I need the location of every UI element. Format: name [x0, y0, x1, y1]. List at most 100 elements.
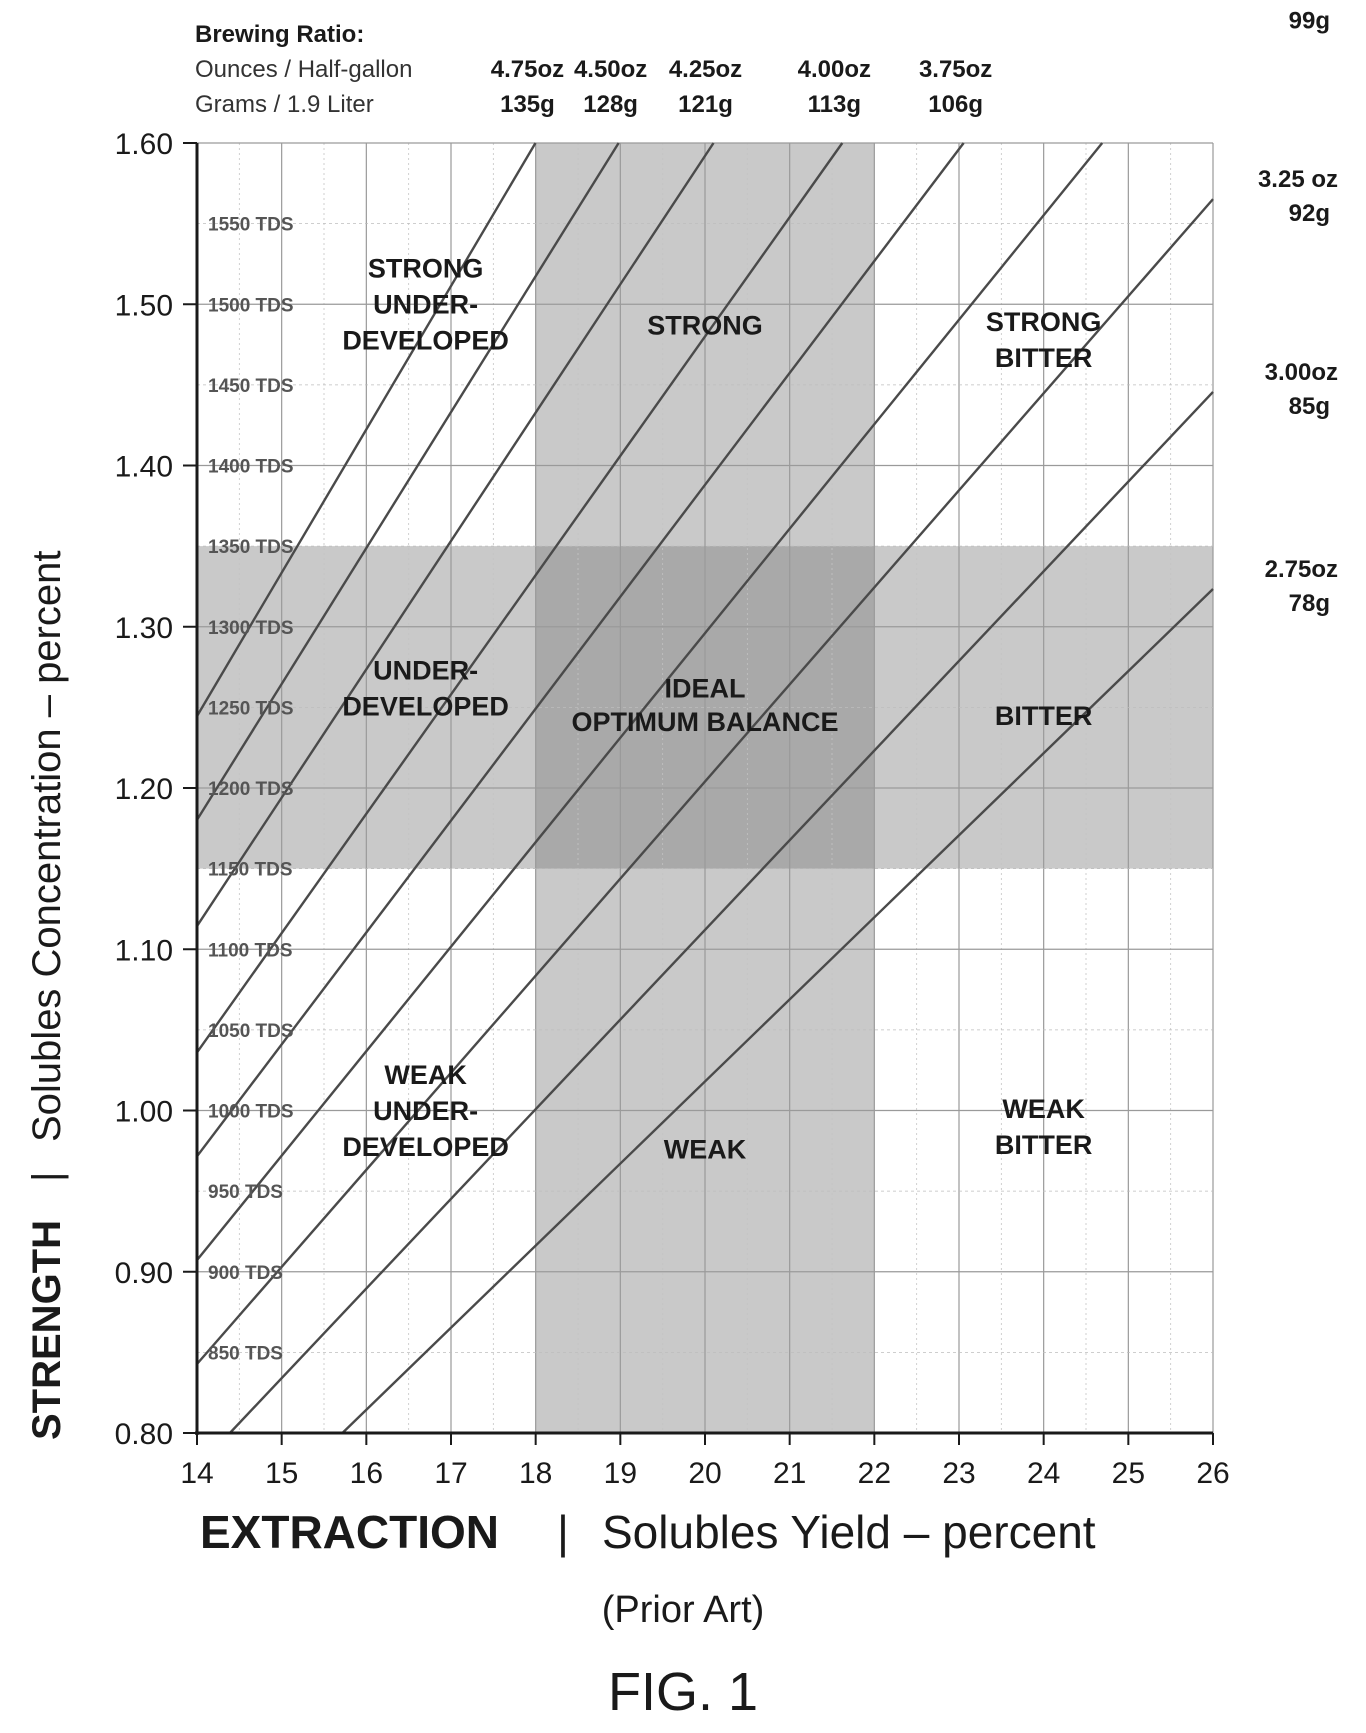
- region-label-weak-bitter: BITTER: [995, 1130, 1093, 1160]
- series-label-oz: 3.25 oz: [1258, 166, 1338, 193]
- series-label-oz: 4.25oz: [669, 56, 742, 83]
- series-label-oz: 4.00oz: [798, 56, 871, 83]
- y-tick-label: 1.30: [115, 612, 173, 645]
- series-label-grams: 121g: [678, 91, 733, 118]
- y-tick-label: 1.10: [115, 934, 173, 967]
- series-line-85g: [229, 391, 1214, 1434]
- x-tick-label: 14: [180, 1457, 213, 1490]
- x-tick-label: 22: [858, 1457, 891, 1490]
- series-label-grams: 92g: [1289, 200, 1330, 227]
- y-tick-label: 1.60: [115, 128, 173, 161]
- region-label-weak-underdeveloped: UNDER-: [373, 1096, 478, 1126]
- series-label-grams: 85g: [1289, 393, 1330, 420]
- tds-label: 1500 TDS: [208, 295, 294, 316]
- series-label-oz: 4.50oz: [574, 56, 647, 83]
- x-tick-label: 20: [688, 1457, 721, 1490]
- x-tick-label: 21: [773, 1457, 806, 1490]
- series-label-grams: 78g: [1289, 590, 1330, 617]
- x-axis-title-text: Solubles Yield – percent: [602, 1506, 1096, 1558]
- series-label-grams: 99g: [1289, 7, 1330, 34]
- region-label-strong-bitter: BITTER: [995, 343, 1093, 373]
- tds-label: 850 TDS: [208, 1343, 283, 1364]
- y-axis-title-separator: |: [25, 1172, 69, 1182]
- y-axis-title-text: Solubles Concentration – percent: [25, 551, 69, 1142]
- grams-row-label: Grams / 1.9 Liter: [195, 91, 374, 118]
- y-tick-label: 1.00: [115, 1096, 173, 1129]
- x-axis-title: EXTRACTION | Solubles Yield – percent: [200, 1506, 1096, 1558]
- tds-label: 1400 TDS: [208, 457, 294, 478]
- tds-label: 1000 TDS: [208, 1102, 294, 1123]
- x-tick-label: 26: [1196, 1457, 1229, 1490]
- x-tick-label: 24: [1027, 1457, 1060, 1490]
- x-tick-label: 18: [519, 1457, 552, 1490]
- series-line-135g: [195, 142, 537, 717]
- series-label-oz: 3.75oz: [919, 56, 992, 83]
- region-label-bitter: BITTER: [995, 701, 1093, 731]
- series-label-oz: 2.75oz: [1265, 556, 1338, 583]
- x-tick-label: 19: [604, 1457, 637, 1490]
- tds-label: 1450 TDS: [208, 376, 294, 397]
- y-tick-label: 1.20: [115, 773, 173, 806]
- x-tick-label: 15: [265, 1457, 298, 1490]
- region-label-underdeveloped: UNDER-: [373, 655, 478, 685]
- y-tick-label: 0.80: [115, 1418, 173, 1451]
- series-line-113g: [196, 142, 844, 1054]
- series-line-128g: [195, 142, 620, 821]
- region-label-weak-bitter: WEAK: [1002, 1094, 1085, 1124]
- x-tick-label: 17: [434, 1457, 467, 1490]
- tds-label: 900 TDS: [208, 1263, 283, 1284]
- x-tick-label: 23: [942, 1457, 975, 1490]
- prior-art-note: (Prior Art): [602, 1589, 765, 1631]
- figure-caption: FIG. 1: [608, 1662, 758, 1722]
- x-tick-label: 16: [350, 1457, 383, 1490]
- series-line-92g: [196, 198, 1214, 1365]
- series-label-grams: 135g: [500, 91, 555, 118]
- region-label-strong-bitter: STRONG: [986, 307, 1102, 337]
- y-tick-label: 1.40: [115, 451, 173, 484]
- brewing-ratio-title: Brewing Ratio:: [195, 21, 364, 48]
- series-labels: 4.75oz 135g 4.50oz 128g 4.25oz 121g 4.00oz 113g…: [491, 0, 1338, 617]
- series-line-121g: [195, 142, 715, 927]
- region-label-strong-underdeveloped: UNDER-: [373, 290, 478, 320]
- series-line-106g: [196, 142, 965, 1158]
- ounces-row-label: Ounces / Half-gallon: [195, 56, 412, 83]
- region-label-weak: WEAK: [664, 1135, 747, 1165]
- brewing-ratio-header: Brewing Ratio: Ounces / Half-gallon Gram…: [195, 21, 412, 118]
- series-lines: [195, 142, 1214, 1434]
- series-label-grams: 106g: [928, 91, 983, 118]
- x-axis-title-separator: |: [557, 1506, 569, 1558]
- series-line-99g: [196, 142, 1104, 1261]
- region-label-optimum-balance: OPTIMUM BALANCE: [572, 707, 839, 737]
- tds-labels: 1550 TDS 1500 TDS 1450 TDS 1400 TDS 1350 TDS…: [208, 215, 294, 1365]
- series-label-grams: 128g: [583, 91, 638, 118]
- x-axis-title-bold: EXTRACTION: [200, 1506, 499, 1558]
- region-label-ideal: IDEAL: [665, 673, 746, 703]
- series-label-oz: 3.00oz: [1265, 359, 1338, 386]
- y-axis-title-bold: STRENGTH: [25, 1220, 69, 1440]
- series-label-grams: 113g: [808, 91, 861, 118]
- region-label-underdeveloped: DEVELOPED: [342, 691, 509, 721]
- tds-label: 1250 TDS: [208, 698, 294, 719]
- series-label-oz: 4.75oz: [491, 56, 564, 83]
- x-tick-label: 25: [1112, 1457, 1145, 1490]
- tds-label: 1200 TDS: [208, 779, 294, 800]
- tds-label: 1350 TDS: [208, 537, 294, 558]
- tick-labels: 14 15 16 17 18 19 20 21 22 23 24 25 26 0.80 0.90 1.00 1.…: [115, 128, 1230, 1490]
- tds-label: 1150 TDS: [208, 860, 293, 881]
- tds-label: 1550 TDS: [208, 215, 294, 236]
- y-axis-title: STRENGTH | Solubles Concentration – perc…: [25, 551, 69, 1440]
- tds-label: 950 TDS: [208, 1182, 283, 1203]
- axes: [183, 142, 1214, 1445]
- region-label-weak-underdeveloped: WEAK: [384, 1060, 467, 1090]
- y-tick-label: 1.50: [115, 289, 173, 322]
- region-label-strong-underdeveloped: DEVELOPED: [342, 326, 509, 356]
- tds-label: 1300 TDS: [208, 618, 294, 639]
- tds-label: 1050 TDS: [208, 1021, 294, 1042]
- tds-label: 1100 TDS: [208, 940, 293, 961]
- region-label-weak-underdeveloped: DEVELOPED: [342, 1132, 509, 1162]
- y-tick-label: 0.90: [115, 1257, 173, 1290]
- region-label-strong: STRONG: [647, 311, 763, 341]
- region-label-strong-underdeveloped: STRONG: [368, 254, 484, 284]
- region-labels: STRONG UNDER- DEVELOPED STRONG STRONG BITTER U…: [342, 254, 1101, 1165]
